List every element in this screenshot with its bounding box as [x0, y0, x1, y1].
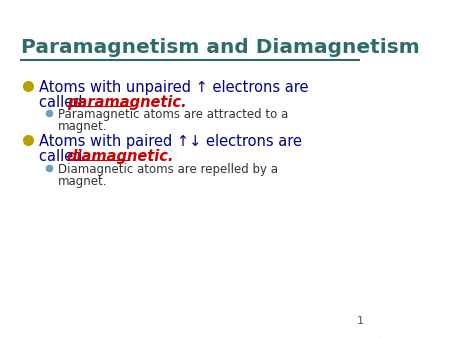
Text: paramagnetic.: paramagnetic.: [67, 95, 186, 110]
Text: diamagnetic.: diamagnetic.: [67, 149, 174, 164]
Text: Paramagnetism and Diamagnetism: Paramagnetism and Diamagnetism: [21, 38, 420, 57]
Text: magnet.: magnet.: [58, 120, 107, 133]
Text: Diamagnetic atoms are repelled by a: Diamagnetic atoms are repelled by a: [58, 163, 278, 176]
Text: Atoms with unpaired ↑ electrons are: Atoms with unpaired ↑ electrons are: [39, 80, 308, 95]
Text: called: called: [39, 95, 87, 110]
Text: Paramagnetic atoms are attracted to a: Paramagnetic atoms are attracted to a: [58, 108, 288, 121]
Text: 1: 1: [357, 316, 364, 326]
FancyBboxPatch shape: [0, 0, 383, 338]
Text: Atoms with paired ↑↓ electrons are: Atoms with paired ↑↓ electrons are: [39, 134, 302, 149]
Text: magnet.: magnet.: [58, 175, 107, 188]
Text: called: called: [39, 149, 87, 164]
